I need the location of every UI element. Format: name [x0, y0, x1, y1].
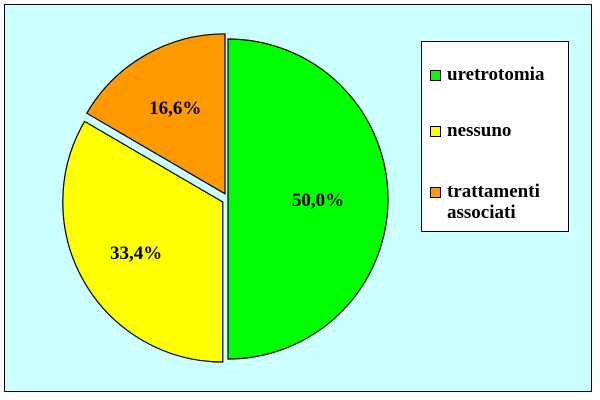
legend-label-uretrotomia: uretrotomia	[447, 64, 545, 85]
legend-item-nessuno: nessuno	[430, 120, 565, 141]
legend-label-nessuno: nessuno	[447, 120, 512, 141]
data-label-nessuno: 33,4%	[110, 243, 162, 264]
legend-swatch-nessuno	[430, 126, 441, 137]
legend-item-uretrotomia: uretrotomia	[430, 64, 565, 85]
legend: uretrotomia nessuno trattamenti associat…	[421, 41, 569, 232]
pie-slice-nessuno	[62, 120, 224, 363]
legend-swatch-trattamenti-associati	[430, 187, 441, 198]
data-label-trattamenti-associati: 16,6%	[149, 98, 201, 119]
legend-item-trattamenti-associati: trattamenti associati	[430, 181, 565, 223]
pie-slice-trattamenti-associati	[85, 33, 226, 195]
pie-slice-uretrotomia	[227, 38, 389, 360]
legend-label-trattamenti-associati: trattamenti associati	[447, 181, 540, 223]
data-label-uretrotomia: 50,0%	[292, 190, 344, 211]
legend-swatch-uretrotomia	[430, 70, 441, 81]
